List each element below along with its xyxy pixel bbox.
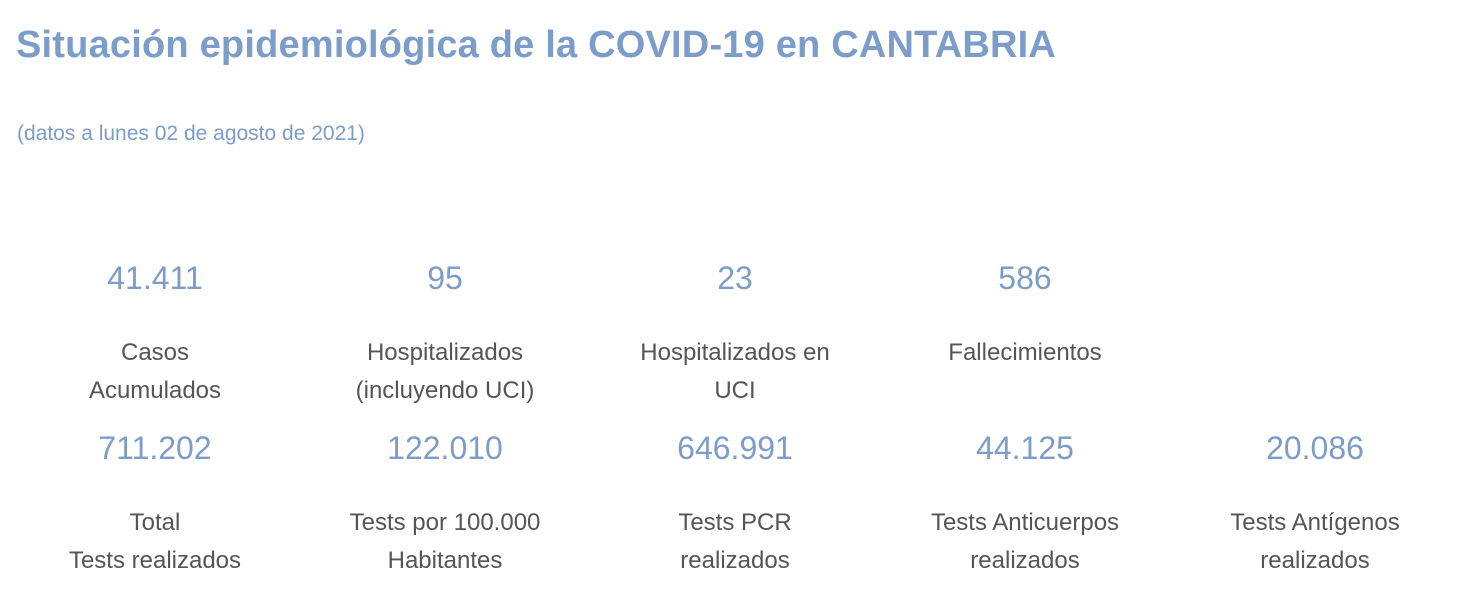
stat-label: Hospitalizados (incluyendo UCI) [300, 334, 590, 410]
stat-label: Tests Anticuerpos realizados [880, 504, 1170, 580]
stat-label-line: Hospitalizados [366, 339, 524, 366]
stat-label: Casos Acumulados [10, 334, 300, 410]
stat-hospitalizados-uci: 23 Hospitalizados en UCI [590, 262, 880, 410]
stat-value: 23 [717, 260, 753, 296]
stat-label-line: Habitantes [387, 547, 503, 574]
stat-label-line: Tests Anticuerpos [930, 509, 1120, 536]
stat-label: Total Tests realizados [10, 504, 300, 580]
stat-tests-por-100000: 122.010 Tests por 100.000 Habitantes [300, 432, 590, 580]
stat-label-line: Total [129, 509, 181, 536]
stat-label-line: (incluyendo UCI) [355, 377, 535, 404]
stat-label: Hospitalizados en UCI [590, 334, 880, 410]
stat-label-line: Casos [120, 339, 190, 366]
stat-label-line: Fallecimientos [948, 339, 1102, 366]
stat-value: 44.125 [976, 430, 1074, 466]
stat-hospitalizados: 95 Hospitalizados (incluyendo UCI) [300, 262, 590, 410]
stat-value: 41.411 [107, 260, 203, 296]
stat-label-line: Tests por 100.000 [349, 509, 541, 536]
stat-label: Tests PCR realizados [590, 504, 880, 580]
stat-value: 20.086 [1266, 430, 1364, 466]
stat-label-line: realizados [970, 547, 1080, 574]
stat-value: 586 [998, 260, 1052, 296]
stat-value: 646.991 [677, 430, 793, 466]
stat-fallecimientos: 586 Fallecimientos [880, 262, 1170, 372]
stat-casos-acumulados: 41.411 Casos Acumulados [10, 262, 300, 410]
stat-label-line: UCI [714, 377, 756, 404]
stat-label: Tests por 100.000 Habitantes [300, 504, 590, 580]
stat-label-line: Hospitalizados en [640, 339, 830, 366]
stat-total-tests: 711.202 Total Tests realizados [10, 432, 300, 580]
stat-value: 122.010 [387, 430, 503, 466]
stat-label-line: Acumulados [88, 377, 222, 404]
data-date-subtitle: (datos a lunes 02 de agosto de 2021) [17, 122, 365, 145]
stat-label-line: realizados [1260, 547, 1370, 574]
stat-label-line: Tests PCR [678, 509, 792, 536]
stat-label: Tests Antígenos realizados [1170, 504, 1460, 580]
page-title: Situación epidemiológica de la COVID-19 … [16, 24, 1057, 66]
stat-label-line: Tests Antígenos [1230, 509, 1400, 536]
stat-tests-antigenos: 20.086 Tests Antígenos realizados [1170, 432, 1460, 580]
stat-label-line: Tests realizados [68, 547, 242, 574]
stat-value: 95 [427, 260, 463, 296]
stat-tests-pcr: 646.991 Tests PCR realizados [590, 432, 880, 580]
stat-label-line: realizados [680, 547, 790, 574]
stat-value: 711.202 [98, 430, 212, 466]
stat-tests-anticuerpos: 44.125 Tests Anticuerpos realizados [880, 432, 1170, 580]
stat-label: Fallecimientos [880, 334, 1170, 372]
